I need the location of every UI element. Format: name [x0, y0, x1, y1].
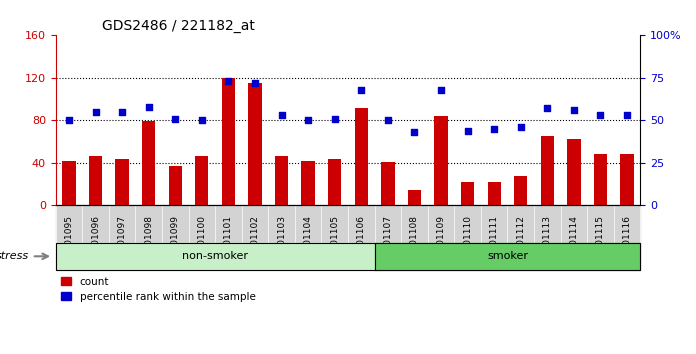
Bar: [82, 205, 109, 243]
Bar: [168, 166, 182, 205]
Point: [356, 87, 367, 93]
Bar: [401, 205, 428, 243]
Bar: [248, 83, 262, 205]
Bar: [594, 154, 607, 205]
Point: [622, 113, 633, 118]
Bar: [507, 205, 534, 243]
Bar: [89, 156, 102, 205]
Point: [569, 107, 580, 113]
Bar: [428, 205, 454, 243]
Bar: [195, 156, 209, 205]
Bar: [242, 205, 268, 243]
Bar: [268, 205, 295, 243]
Point: [515, 124, 526, 130]
Point: [436, 87, 447, 93]
Text: smoker: smoker: [487, 251, 528, 261]
Bar: [109, 205, 136, 243]
Point: [303, 118, 314, 123]
Point: [489, 126, 500, 132]
Bar: [514, 176, 528, 205]
Bar: [408, 190, 421, 205]
Point: [223, 79, 234, 84]
Text: stress: stress: [0, 251, 29, 261]
Bar: [56, 243, 374, 270]
Bar: [56, 205, 82, 243]
Bar: [215, 205, 242, 243]
Bar: [534, 205, 560, 243]
Bar: [374, 205, 401, 243]
Bar: [142, 121, 155, 205]
Bar: [116, 159, 129, 205]
Bar: [162, 205, 189, 243]
Bar: [567, 139, 580, 205]
Bar: [295, 205, 322, 243]
Point: [90, 109, 101, 115]
Bar: [461, 182, 474, 205]
Point: [170, 116, 181, 121]
Bar: [56, 243, 640, 270]
Bar: [614, 205, 640, 243]
Bar: [374, 243, 640, 270]
Text: non-smoker: non-smoker: [182, 251, 248, 261]
Point: [116, 109, 127, 115]
Point: [63, 118, 74, 123]
Bar: [222, 78, 235, 205]
Bar: [63, 161, 76, 205]
Bar: [136, 205, 162, 243]
Bar: [560, 205, 587, 243]
Bar: [275, 156, 288, 205]
Point: [409, 130, 420, 135]
Point: [329, 116, 340, 121]
Bar: [381, 162, 395, 205]
Point: [196, 118, 207, 123]
Bar: [587, 205, 614, 243]
Bar: [355, 108, 368, 205]
Point: [249, 80, 260, 86]
Text: GDS2486 / 221182_at: GDS2486 / 221182_at: [102, 19, 255, 33]
Point: [143, 104, 155, 110]
Bar: [328, 159, 341, 205]
Bar: [454, 205, 481, 243]
Bar: [301, 161, 315, 205]
Bar: [481, 205, 507, 243]
Bar: [189, 205, 215, 243]
Bar: [434, 116, 448, 205]
Bar: [348, 205, 374, 243]
Point: [462, 128, 473, 133]
Point: [382, 118, 393, 123]
Bar: [541, 136, 554, 205]
Bar: [322, 205, 348, 243]
Bar: [487, 182, 501, 205]
Legend: count, percentile rank within the sample: count, percentile rank within the sample: [61, 277, 255, 302]
Bar: [620, 154, 633, 205]
Point: [276, 113, 287, 118]
Point: [541, 105, 553, 111]
Point: [595, 113, 606, 118]
